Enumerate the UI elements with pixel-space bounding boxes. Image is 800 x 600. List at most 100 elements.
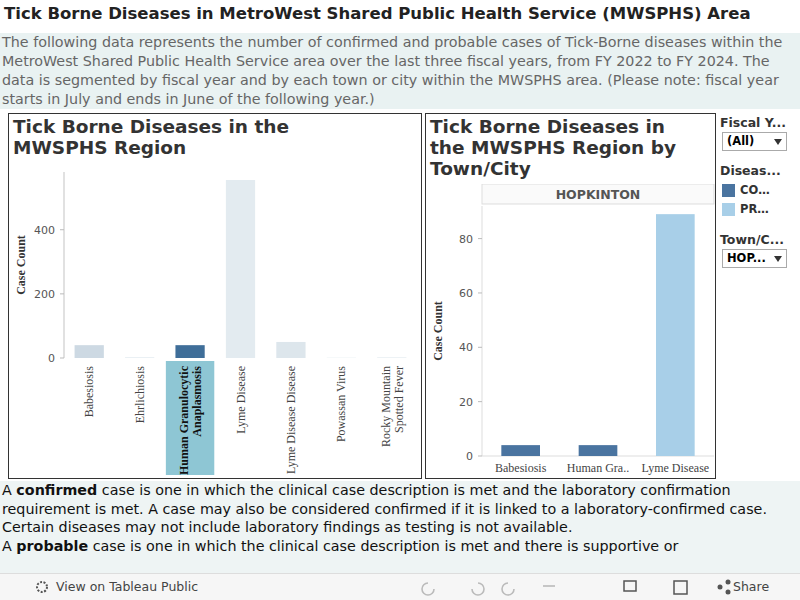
label-line: Human Granulocytic bbox=[177, 365, 191, 475]
range-line bbox=[64, 172, 65, 358]
x-tick-label: Human Gra.. bbox=[567, 461, 629, 475]
share-button[interactable]: Share bbox=[733, 579, 769, 594]
bar bbox=[327, 357, 356, 358]
y-tick bbox=[60, 358, 64, 359]
x-tick-label: Lyme Disease bbox=[642, 461, 710, 475]
y-axis-line bbox=[64, 172, 65, 358]
toolbar-button[interactable] bbox=[422, 583, 434, 595]
filter-dropdown[interactable]: HOP... bbox=[722, 249, 787, 268]
y-tick-label: 80 bbox=[459, 233, 473, 246]
label-line: Lyme Disease Disease bbox=[284, 366, 298, 474]
footnote-paragraph: A probable case is one in which the clin… bbox=[2, 537, 796, 556]
gear-icon bbox=[35, 580, 49, 594]
x-tick-label: Lyme Disease Disease bbox=[284, 366, 298, 474]
x-tick-label: Powassan Virus bbox=[334, 366, 348, 442]
filters: Fiscal Y...(All)Diseas...CO…PR…Town/C...… bbox=[720, 113, 800, 273]
label-line: Lyme Disease bbox=[234, 366, 248, 434]
y-tick bbox=[478, 347, 482, 348]
y-tick-label: 400 bbox=[34, 224, 55, 237]
legend-swatch bbox=[722, 184, 735, 197]
view-link[interactable]: View on Tableau Public bbox=[56, 579, 198, 594]
bar bbox=[501, 445, 540, 446]
fullscreen-icon bbox=[674, 581, 687, 594]
y-tick bbox=[478, 292, 482, 293]
bar bbox=[656, 214, 695, 456]
toolbar-button[interactable] bbox=[543, 586, 555, 587]
legend-title: Diseas... bbox=[720, 163, 800, 178]
label-line: Anaplasmosis bbox=[190, 366, 204, 437]
y-tick-label: 0 bbox=[466, 450, 473, 463]
y-tick-label: 40 bbox=[459, 341, 473, 354]
y-tick-label: 60 bbox=[459, 287, 473, 300]
panel-header bbox=[482, 184, 714, 204]
footnote: A confirmed case is one in which the cli… bbox=[0, 481, 800, 573]
label-line: Powassan Virus bbox=[334, 366, 348, 442]
bars bbox=[75, 180, 407, 358]
y-tick bbox=[60, 293, 64, 294]
dropdown-arrow bbox=[774, 139, 782, 145]
footnote-lead: A bbox=[2, 538, 16, 554]
toolbar-glyph bbox=[502, 583, 514, 595]
bar bbox=[175, 345, 204, 358]
arrow-shape bbox=[774, 139, 782, 145]
y-tick bbox=[478, 456, 482, 457]
filter-dropdown[interactable]: (All) bbox=[722, 132, 787, 151]
filter-value: (All) bbox=[727, 134, 754, 148]
toolbar-glyph bbox=[543, 585, 555, 587]
label-line: Spotted Fever bbox=[392, 366, 406, 433]
filter-value: HOP... bbox=[727, 251, 766, 265]
share-icon bbox=[718, 585, 723, 590]
x-tick-label: Babesiosis bbox=[82, 366, 96, 418]
chart-svg: HOPKINTON020406080Case CountBabesiosisHu… bbox=[426, 184, 715, 478]
chart-svg: 0 200 400 Case Count Babesiosis Ehrlichiosis H… bbox=[9, 164, 421, 477]
bar bbox=[501, 445, 540, 456]
legend-label: PR… bbox=[740, 202, 769, 216]
selected-highlight bbox=[166, 361, 214, 475]
footnote-term: probable bbox=[16, 538, 88, 554]
bar bbox=[377, 357, 406, 358]
y-tick bbox=[60, 229, 64, 230]
toolbar: View on Tableau Public Share bbox=[0, 573, 800, 600]
x-tick-label: Rocky MountainSpotted Fever bbox=[379, 366, 406, 447]
download-icon bbox=[624, 581, 636, 591]
description: The following data represents the number… bbox=[0, 33, 800, 109]
y-axis-line bbox=[482, 206, 483, 456]
y-tick bbox=[478, 238, 482, 239]
share-icon bbox=[726, 580, 731, 585]
chart-title: Tick Borne Diseases in the MWSPHS Region bbox=[9, 114, 337, 160]
footnote-text: case is one in which the clinical case d… bbox=[88, 538, 678, 554]
chart-panel: Tick Borne Diseases in the MWSPHS Region… bbox=[425, 113, 716, 479]
toolbar-button[interactable] bbox=[472, 583, 484, 595]
dropdown-arrow bbox=[774, 256, 782, 262]
legend-entry: PR… bbox=[722, 202, 800, 216]
arrow-shape bbox=[774, 256, 782, 262]
y-tick-label: 20 bbox=[459, 396, 473, 409]
filter-label: Town/C... bbox=[720, 232, 800, 247]
gear-shape bbox=[37, 582, 47, 592]
toolbar-glyph bbox=[472, 583, 484, 595]
share-icon bbox=[726, 590, 731, 595]
spacer bbox=[720, 216, 800, 230]
y-tick bbox=[478, 401, 482, 402]
footnote-term: confirmed bbox=[16, 482, 97, 498]
footnote-paragraph: A confirmed case is one in which the cli… bbox=[2, 481, 796, 537]
y-axis-label: Case Count bbox=[14, 235, 28, 295]
filter-label: Fiscal Y... bbox=[720, 115, 800, 130]
y-tick-label: 200 bbox=[34, 288, 55, 301]
x-tick-label: Ehrlichiosis bbox=[133, 366, 147, 424]
y-axis-label: Case Count bbox=[431, 301, 445, 361]
x-tick-label: Lyme Disease bbox=[234, 366, 248, 434]
y-tick-label: 0 bbox=[48, 352, 55, 365]
bars bbox=[501, 214, 694, 456]
bar bbox=[125, 357, 154, 358]
bar bbox=[579, 445, 618, 456]
page-title: Tick Borne Diseases in MetroWest Shared … bbox=[4, 4, 796, 23]
toolbar-button[interactable] bbox=[502, 583, 514, 595]
footnote-text: case is one in which the clinical case d… bbox=[2, 482, 767, 535]
panel-subtitle: HOPKINTON bbox=[556, 187, 641, 202]
chart-title: Tick Borne Diseases in the MWSPHS Region… bbox=[426, 114, 699, 181]
label-line: Rocky Mountain bbox=[379, 366, 393, 447]
legend-swatch bbox=[722, 203, 735, 216]
footnote-lead: A bbox=[2, 482, 16, 498]
bar bbox=[226, 180, 255, 358]
